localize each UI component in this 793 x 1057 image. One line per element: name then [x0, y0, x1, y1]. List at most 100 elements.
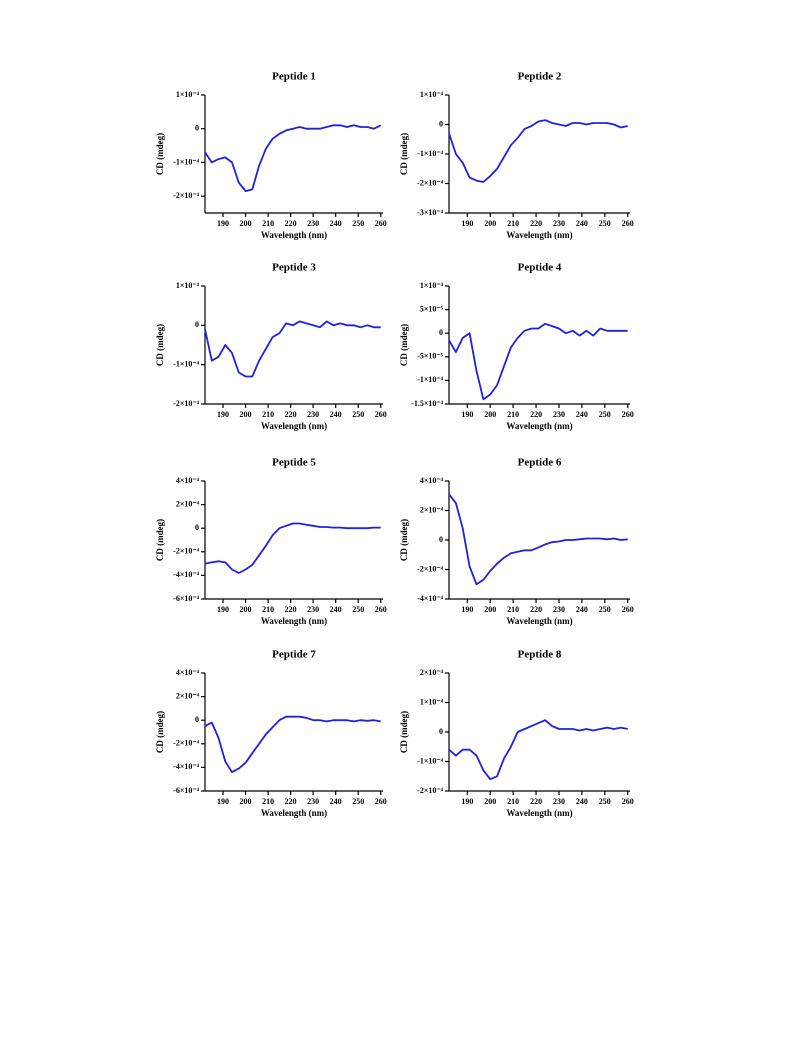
y-tick-label: -2×10⁻⁴ [417, 786, 443, 795]
x-tick-label: 250 [352, 797, 364, 806]
y-tick-label: -2×10⁻⁴ [173, 399, 199, 408]
x-tick-label: 210 [507, 605, 519, 614]
x-tick-label: 260 [375, 410, 387, 419]
chart-title: Peptide 6 [518, 457, 562, 469]
x-tick-label: 250 [599, 797, 611, 806]
y-tick-label: 0 [195, 523, 199, 532]
x-tick-label: 230 [553, 605, 565, 614]
x-tick-label: 260 [622, 219, 634, 228]
x-tick-label: 260 [375, 797, 387, 806]
x-tick-label: 230 [553, 219, 565, 228]
x-tick-label: 210 [507, 410, 519, 419]
y-tick-label: -4×10⁻⁴ [173, 762, 199, 771]
x-tick-label: 240 [330, 797, 342, 806]
x-tick-label: 190 [461, 797, 473, 806]
x-tick-label: 190 [461, 410, 473, 419]
y-tick-label: -2×10⁻⁴ [417, 564, 443, 573]
y-tick-label: -2×10⁻⁴ [417, 178, 443, 187]
data-line [204, 124, 382, 192]
y-tick-label: 0 [439, 727, 443, 736]
x-axis-label: Wavelength (nm) [506, 808, 572, 818]
y-tick-label: 2×10⁻⁴ [176, 691, 200, 700]
y-tick-label: 1×10⁻⁴ [420, 90, 444, 99]
x-tick-label: 250 [599, 605, 611, 614]
y-tick-label: 2×10⁻⁴ [420, 668, 444, 677]
y-tick-label: -1×10⁻⁴ [417, 375, 443, 384]
x-tick-label: 250 [599, 219, 611, 228]
x-tick-label: 210 [262, 410, 274, 419]
y-axis-label: CD (mdeg) [399, 324, 409, 366]
x-tick-label: 190 [217, 605, 229, 614]
y-tick-label: -1×10⁻⁴ [417, 149, 443, 158]
x-tick-label: 210 [262, 797, 274, 806]
x-axis-label: Wavelength (nm) [506, 230, 572, 240]
x-tick-label: 230 [307, 219, 319, 228]
x-axis-label: Wavelength (nm) [261, 230, 327, 240]
x-axis-label: Wavelength (nm) [506, 616, 572, 626]
y-axis-label: CD (mdeg) [155, 711, 165, 753]
x-tick-label: 220 [285, 797, 297, 806]
x-tick-label: 210 [262, 605, 274, 614]
x-tick-label: 260 [622, 797, 634, 806]
chart-title: Peptide 8 [518, 649, 562, 661]
y-tick-label: -4×10⁻⁴ [173, 570, 199, 579]
x-tick-label: 200 [484, 219, 496, 228]
x-tick-label: 200 [484, 797, 496, 806]
chart-title: Peptide 4 [518, 262, 562, 274]
x-tick-label: 230 [553, 410, 565, 419]
y-tick-label: 1×10⁻⁴ [176, 281, 200, 290]
x-tick-label: 230 [307, 797, 319, 806]
x-tick-label: 240 [330, 219, 342, 228]
y-tick-label: 2×10⁻⁴ [176, 499, 200, 508]
x-tick-label: 260 [375, 605, 387, 614]
y-tick-label: -2×10⁻⁴ [173, 191, 199, 200]
y-axis-label: CD (mdeg) [155, 324, 165, 366]
y-tick-label: 4×10⁻⁴ [420, 476, 444, 485]
y-tick-label: 0 [439, 535, 443, 544]
x-tick-label: 190 [461, 219, 473, 228]
y-tick-label: -6×10⁻⁴ [173, 786, 199, 795]
y-tick-label: -5×10⁻⁵ [417, 352, 443, 361]
x-tick-label: 220 [530, 410, 542, 419]
x-tick-label: 200 [484, 605, 496, 614]
x-tick-label: 220 [285, 605, 297, 614]
x-tick-label: 190 [461, 605, 473, 614]
y-tick-label: 1×10⁻⁴ [420, 697, 444, 706]
x-axis-label: Wavelength (nm) [261, 808, 327, 818]
x-tick-label: 230 [553, 797, 565, 806]
chart-title: Peptide 3 [272, 262, 316, 274]
x-tick-label: 200 [240, 219, 252, 228]
x-tick-label: 250 [352, 605, 364, 614]
y-axis-label: CD (mdeg) [399, 133, 409, 175]
y-tick-label: 0 [195, 124, 199, 133]
x-tick-label: 200 [240, 410, 252, 419]
x-tick-label: 220 [530, 797, 542, 806]
x-tick-label: 220 [530, 605, 542, 614]
y-axis-label: CD (mdeg) [155, 133, 165, 175]
x-tick-label: 260 [622, 410, 634, 419]
x-tick-label: 220 [285, 219, 297, 228]
x-axis-label: Wavelength (nm) [506, 421, 572, 431]
x-tick-label: 250 [352, 410, 364, 419]
y-tick-label: 0 [439, 328, 443, 337]
y-tick-label: -1×10⁻⁴ [417, 756, 443, 765]
x-tick-label: 190 [217, 797, 229, 806]
y-axis-label: CD (mdeg) [399, 711, 409, 753]
y-tick-label: 0 [195, 320, 199, 329]
x-tick-label: 240 [576, 797, 588, 806]
y-tick-label: 5×10⁻⁵ [420, 304, 444, 313]
y-tick-label: 4×10⁻⁴ [176, 476, 200, 485]
y-tick-label: 0 [195, 715, 199, 724]
data-line [204, 522, 381, 574]
x-tick-label: 240 [576, 219, 588, 228]
y-axis-label: CD (mdeg) [155, 519, 165, 561]
chart-title: Peptide 5 [272, 457, 316, 469]
y-tick-label: -1×10⁻⁴ [173, 157, 199, 166]
y-tick-label: -2×10⁻⁴ [173, 547, 199, 556]
x-tick-label: 190 [217, 410, 229, 419]
x-tick-label: 200 [240, 605, 252, 614]
data-line [448, 719, 628, 781]
x-tick-label: 220 [285, 410, 297, 419]
x-tick-label: 210 [507, 219, 519, 228]
